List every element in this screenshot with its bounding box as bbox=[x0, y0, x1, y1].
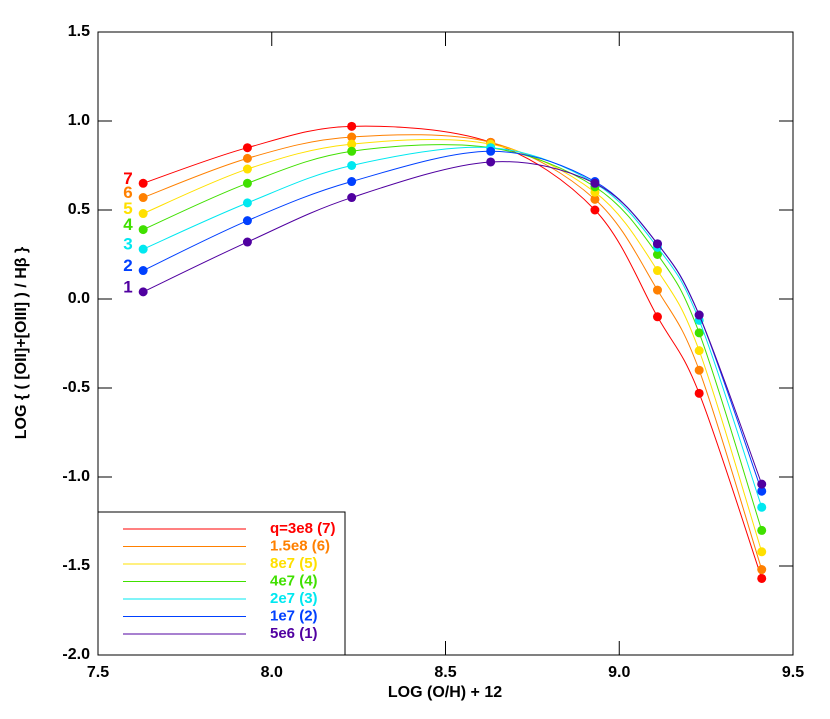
series-label: 2 bbox=[123, 256, 132, 275]
data-point bbox=[757, 525, 767, 535]
series-line bbox=[143, 125, 763, 579]
data-point bbox=[347, 193, 357, 203]
data-point bbox=[590, 178, 600, 188]
data-point bbox=[590, 205, 600, 215]
legend-label: q=3e8 (7) bbox=[270, 520, 335, 537]
legend-label: 1e7 (2) bbox=[270, 607, 318, 624]
y-tick-label: 0.0 bbox=[68, 290, 90, 307]
data-point bbox=[694, 310, 704, 320]
data-point bbox=[138, 193, 148, 203]
data-point bbox=[242, 216, 252, 226]
legend-label: 4e7 (4) bbox=[270, 572, 318, 589]
data-point bbox=[242, 164, 252, 174]
y-tick-label: 1.5 bbox=[68, 23, 90, 40]
data-point bbox=[138, 178, 148, 188]
legend-label: 2e7 (3) bbox=[270, 590, 318, 607]
data-point bbox=[486, 157, 496, 167]
data-point bbox=[347, 132, 357, 142]
y-axis-label: LOG { ( [OII]+[OIII] ) / Hβ } bbox=[13, 247, 30, 439]
data-point bbox=[486, 146, 496, 156]
series-label: 5 bbox=[123, 199, 132, 218]
data-point bbox=[242, 198, 252, 208]
data-point bbox=[242, 178, 252, 188]
series-line bbox=[142, 161, 763, 485]
data-point bbox=[757, 479, 767, 489]
series-label: 7 bbox=[123, 169, 132, 188]
data-point bbox=[694, 346, 704, 356]
y-tick-label: 0.5 bbox=[68, 201, 90, 218]
y-tick-label: -1.0 bbox=[62, 468, 90, 485]
series-label: 6 bbox=[123, 183, 132, 202]
x-tick-label: 9.0 bbox=[608, 664, 630, 681]
data-point bbox=[757, 502, 767, 512]
data-point bbox=[652, 250, 662, 259]
data-point bbox=[138, 209, 148, 219]
series-label: 3 bbox=[123, 235, 132, 254]
data-point bbox=[138, 266, 148, 276]
legend-box bbox=[97, 511, 346, 656]
x-tick-label: 8.5 bbox=[434, 664, 456, 681]
legend-label: 5e6 (1) bbox=[270, 625, 318, 642]
x-axis-label: LOG (O/H) + 12 bbox=[388, 684, 502, 701]
data-point bbox=[242, 143, 252, 153]
data-point bbox=[242, 237, 252, 247]
x-tick-label: 9.5 bbox=[782, 664, 804, 681]
data-point bbox=[694, 388, 704, 398]
series-line bbox=[142, 138, 763, 552]
data-point bbox=[138, 287, 148, 297]
data-point bbox=[652, 285, 662, 295]
y-tick-label: -0.5 bbox=[62, 379, 90, 396]
data-point bbox=[652, 266, 662, 276]
series-line bbox=[142, 150, 763, 492]
x-tick-label: 7.5 bbox=[87, 664, 109, 681]
data-point bbox=[347, 161, 357, 170]
series-line bbox=[142, 144, 763, 531]
y-tick-label: -1.5 bbox=[62, 557, 90, 574]
data-point bbox=[347, 177, 357, 187]
data-point bbox=[652, 239, 662, 249]
data-point bbox=[242, 153, 252, 163]
data-point bbox=[138, 225, 148, 235]
legend-label: 1.5e8 (6) bbox=[270, 537, 330, 554]
series-label: 4 bbox=[123, 215, 133, 234]
data-point bbox=[347, 139, 357, 149]
data-point bbox=[347, 146, 357, 156]
data-point bbox=[757, 547, 767, 557]
series-label: 1 bbox=[123, 277, 132, 296]
data-point bbox=[757, 573, 767, 583]
legend-label: 8e7 (5) bbox=[270, 555, 318, 572]
data-point bbox=[590, 194, 600, 204]
data-point bbox=[138, 244, 148, 254]
y-tick-label: -2.0 bbox=[62, 646, 90, 663]
data-point bbox=[757, 565, 767, 575]
data-point bbox=[757, 486, 767, 496]
data-point bbox=[694, 365, 704, 375]
series-line bbox=[142, 146, 763, 508]
data-point bbox=[347, 121, 357, 131]
y-tick-label: 1.0 bbox=[68, 112, 90, 129]
data-point bbox=[694, 328, 704, 338]
data-point bbox=[652, 312, 662, 322]
series-line bbox=[142, 134, 763, 570]
x-tick-label: 8.0 bbox=[261, 664, 283, 681]
